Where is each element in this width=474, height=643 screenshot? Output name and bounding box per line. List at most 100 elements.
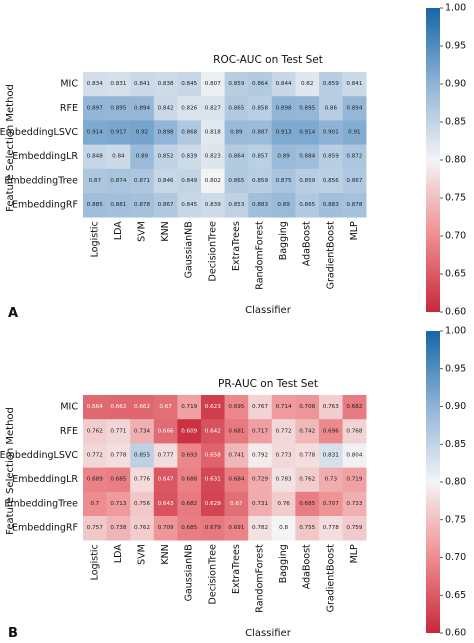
col-label-extratrees: ExtraTrees: [231, 221, 242, 271]
col-label-logistic: Logistic: [89, 221, 100, 257]
heatmap-b-title: PR-AUC on Test Set: [218, 378, 318, 390]
colorbar-tick-label: 0.95: [445, 41, 466, 52]
heatmap-cell: [153, 168, 178, 194]
heatmap-cell: [248, 96, 273, 121]
heatmap-cell: [224, 443, 249, 468]
heatmap-cell: [201, 120, 225, 145]
row-label-embeddinglsvc: EmbeddingLSVC: [0, 450, 78, 461]
row-label-embeddingtree: EmbeddingTree: [4, 498, 78, 509]
cell-value-label: 0.913: [276, 130, 292, 136]
heatmap-cell: [295, 72, 320, 97]
col-label-gaussiannb: GaussianNB: [184, 544, 195, 601]
cell-value-label: 0.67: [159, 404, 172, 410]
heatmap-cell: [319, 491, 343, 517]
cell-value-label: 0.849: [181, 178, 197, 184]
heatmap-cell: [177, 72, 202, 97]
heatmap-cell: [130, 168, 155, 194]
heatmap-cell: [342, 96, 367, 121]
cell-value-label: 0.84: [112, 154, 125, 160]
cell-value-label: 0.89: [230, 130, 243, 136]
cell-value-label: 0.695: [228, 404, 244, 410]
cell-value-label: 0.771: [110, 428, 126, 434]
heatmap-cell: [342, 491, 367, 517]
heatmap-a-col-labels: Logistic LDA SVM KNN GaussianNB DecisionTree E…: [89, 221, 360, 290]
heatmap-cell: [295, 419, 320, 444]
heatmap-cell: [271, 144, 296, 170]
cell-value-label: 0.772: [87, 453, 103, 459]
col-label-bagging: Bagging: [278, 544, 289, 583]
cell-value-label: 0.719: [181, 404, 197, 410]
heatmap-cell: [106, 193, 131, 218]
heatmap-cell: [342, 516, 367, 541]
heatmap-cell: [201, 419, 225, 444]
heatmap-cell: [295, 395, 320, 420]
heatmap-a-title: ROC-AUC on Test Set: [213, 54, 323, 66]
cell-value-label: 0.82: [301, 81, 313, 87]
cell-value-label: 0.682: [181, 501, 197, 507]
heatmap-cell: [106, 120, 131, 145]
heatmap-cell: [248, 516, 273, 541]
cell-value-label: 0.86: [325, 105, 338, 111]
cell-value-label: 0.755: [299, 525, 315, 531]
heatmap-cell: [106, 491, 131, 517]
heatmap-cell: [83, 96, 107, 121]
cell-value-label: 0.763: [323, 404, 339, 410]
cell-value-label: 0.772: [276, 428, 292, 434]
cell-value-label: 0.73: [325, 477, 338, 483]
cell-value-label: 0.867: [346, 178, 362, 184]
heatmap-cell: [106, 443, 131, 468]
heatmap-cell: [342, 72, 367, 97]
row-label-embeddinglr: EmbeddingLR: [12, 474, 78, 485]
heatmap-cell: [248, 491, 273, 517]
cell-value-label: 0.67: [230, 501, 243, 507]
cell-value-label: 0.839: [181, 154, 197, 160]
col-label-svm: SVM: [137, 221, 148, 242]
heatmap-cell: [295, 491, 320, 517]
cell-value-label: 0.844: [276, 81, 292, 87]
heatmap-cell: [342, 395, 367, 420]
heatmap-a-cells: 0.834 0.831 0.841 0.838 0.845 0.807 0.859 0.864…: [83, 72, 367, 218]
row-label-rfe: RFE: [60, 103, 78, 114]
heatmap-cell: [271, 395, 296, 420]
heatmap-b-xlabel: Classifier: [245, 628, 292, 639]
heatmap-cell: [271, 467, 296, 493]
heatmap-cell: [106, 72, 131, 97]
heatmap-cell: [106, 467, 131, 493]
cell-value-label: 0.846: [158, 178, 174, 184]
cell-value-label: 0.7: [90, 501, 99, 507]
cell-value-label: 0.859: [252, 178, 268, 184]
colorbar-tick-label: 0.90: [445, 79, 466, 90]
cell-value-label: 0.778: [323, 525, 339, 531]
col-label-logistic: Logistic: [89, 544, 100, 580]
heatmap-cell: [177, 193, 202, 218]
heatmap-cell: [271, 168, 296, 194]
cell-value-label: 0.778: [110, 453, 126, 459]
colorbar-tick-label: 0.85: [445, 439, 466, 450]
cell-value-label: 0.901: [323, 130, 339, 136]
cell-value-label: 0.845: [181, 81, 197, 87]
cell-value-label: 0.864: [228, 154, 244, 160]
cell-value-label: 0.682: [346, 404, 362, 410]
heatmap-cell: [153, 144, 178, 170]
heatmap-cell: [271, 491, 296, 517]
cell-value-label: 0.691: [228, 525, 244, 531]
cell-value-label: 0.856: [323, 178, 339, 184]
col-label-adaboost: AdaBoost: [302, 544, 313, 589]
heatmap-cell: [271, 193, 296, 218]
heatmap-cell: [295, 193, 320, 218]
cell-value-label: 0.783: [276, 477, 292, 483]
heatmap-cell: [248, 467, 273, 493]
colorbar-tick-label: 0.85: [445, 117, 466, 128]
row-label-mic: MIC: [60, 402, 78, 413]
heatmap-b-ylabel: Feature Selection Method: [5, 407, 16, 535]
cell-value-label: 0.883: [252, 202, 268, 208]
heatmap-cell: [201, 72, 225, 97]
heatmap-cell: [319, 72, 343, 97]
row-label-mic: MIC: [60, 79, 78, 90]
cell-value-label: 0.762: [134, 525, 150, 531]
heatmap-b-row-labels: MIC RFE EmbeddingLSVC EmbeddingLR EmbeddingT…: [0, 402, 78, 534]
heatmap-cell: [83, 144, 107, 170]
cell-value-label: 0.782: [252, 525, 268, 531]
cell-value-label: 0.685: [181, 525, 197, 531]
colorbar-b-ticks: 0.60 0.65 0.70 0.75 0.80 0.85 0.90 0.95 1.00: [440, 326, 466, 639]
